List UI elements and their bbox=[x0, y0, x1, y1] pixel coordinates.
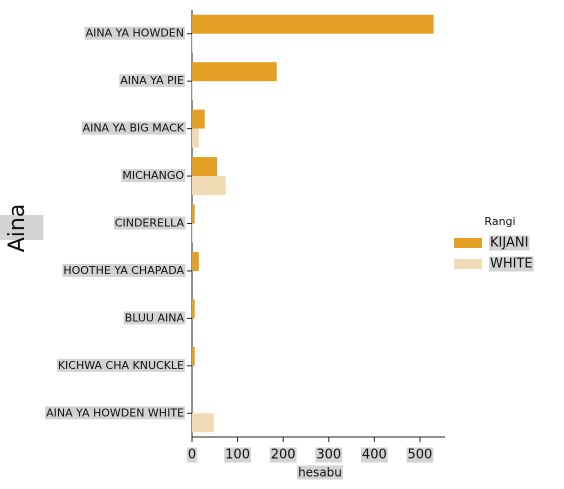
x-tick-label: 0 bbox=[188, 448, 196, 463]
label-background bbox=[123, 311, 186, 325]
label-background bbox=[297, 465, 343, 480]
label-background bbox=[84, 26, 185, 40]
label-background bbox=[81, 121, 186, 135]
label-background bbox=[56, 358, 186, 372]
y-tick-label: AINA YA BIG MACK bbox=[83, 122, 185, 135]
bar bbox=[192, 299, 195, 319]
y-tick-label: BLUU AINA bbox=[125, 311, 185, 324]
x-tick-label: 100 bbox=[225, 448, 250, 463]
label-background bbox=[45, 406, 186, 420]
bar bbox=[192, 62, 277, 82]
label-backgrounds bbox=[0, 26, 534, 480]
x-tick-label: 200 bbox=[271, 448, 296, 463]
bar bbox=[192, 346, 195, 366]
x-axis-label: hesabu bbox=[298, 466, 342, 480]
legend-title: Rangi bbox=[484, 215, 515, 228]
legend-swatch bbox=[454, 259, 482, 269]
bar bbox=[192, 128, 199, 148]
x-tick-label: 400 bbox=[362, 448, 387, 463]
label-background bbox=[0, 215, 44, 240]
legend-label: KIJANI bbox=[490, 236, 528, 251]
y-tick-label: HOOTHE YA CHAPADA bbox=[63, 264, 184, 277]
y-tick-label: AINA YA PIE bbox=[120, 74, 184, 87]
bar bbox=[192, 157, 218, 177]
bar bbox=[192, 176, 226, 196]
x-tick-label: 500 bbox=[408, 448, 433, 463]
label-background bbox=[489, 235, 530, 251]
bar bbox=[192, 109, 205, 129]
bar bbox=[192, 204, 195, 224]
label-background bbox=[269, 447, 297, 463]
y-tick-label: CINDERELLA bbox=[115, 217, 185, 230]
bar bbox=[192, 413, 214, 433]
x-tick-label: 300 bbox=[316, 448, 341, 463]
bar bbox=[192, 81, 193, 101]
label-background bbox=[315, 447, 343, 463]
bar bbox=[192, 251, 199, 271]
label-background bbox=[62, 263, 186, 277]
label-background bbox=[360, 447, 388, 463]
label-background bbox=[489, 256, 534, 272]
y-tick-label: AINA YA HOWDEN WHITE bbox=[46, 406, 184, 419]
label-background bbox=[186, 447, 198, 463]
legend-label: WHITE bbox=[490, 257, 533, 272]
label-background bbox=[119, 74, 186, 88]
bar bbox=[192, 14, 434, 34]
label-background bbox=[113, 216, 186, 230]
y-axis-label: Aina bbox=[5, 204, 30, 253]
label-background bbox=[121, 169, 186, 183]
label-background bbox=[406, 447, 434, 463]
label-background bbox=[224, 447, 251, 463]
y-tick-label: KICHWA CHA KNUCKLE bbox=[58, 359, 184, 372]
y-tick-label: AINA YA HOWDEN bbox=[86, 27, 184, 40]
legend-swatch bbox=[454, 238, 482, 248]
y-tick-label: MICHANGO bbox=[122, 169, 184, 182]
